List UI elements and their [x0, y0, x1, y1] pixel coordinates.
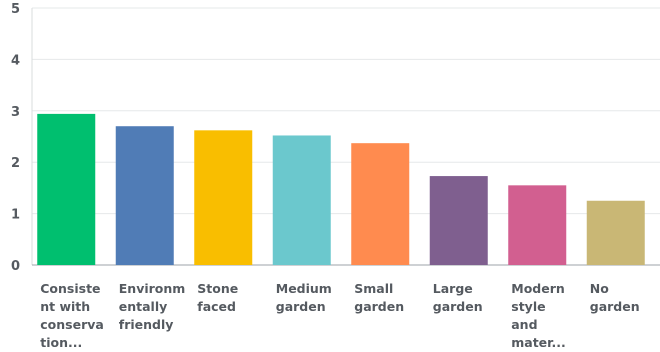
- bar: [351, 143, 410, 265]
- y-tick-label: 1: [11, 208, 20, 223]
- x-tick-label: Medium garden: [275, 281, 332, 314]
- bar: [272, 135, 331, 265]
- bar: [115, 126, 174, 265]
- x-tick-label: Small garden: [354, 281, 405, 314]
- bar: [586, 200, 645, 265]
- y-tick-label: 5: [11, 2, 20, 17]
- y-tick-label: 2: [11, 156, 20, 171]
- x-tick-label: Modern style and mater...: [511, 281, 566, 350]
- bar: [37, 113, 96, 265]
- bar: [508, 185, 567, 265]
- x-tick-label: No garden: [589, 281, 640, 314]
- x-tick-label: Consiste nt with conserva tion...: [40, 281, 104, 350]
- bar: [194, 130, 253, 265]
- y-axis: 0 1 2 3 4 5: [11, 2, 20, 274]
- y-tick-label: 3: [11, 105, 20, 120]
- x-tick-label: Stone faced: [197, 281, 239, 314]
- bars: [37, 113, 645, 265]
- bar: [429, 176, 488, 265]
- x-tick-label: Large garden: [432, 281, 483, 314]
- y-tick-label: 0: [11, 259, 20, 274]
- y-tick-label: 4: [11, 53, 20, 68]
- x-tick-label: Environm entally friendly: [118, 281, 186, 332]
